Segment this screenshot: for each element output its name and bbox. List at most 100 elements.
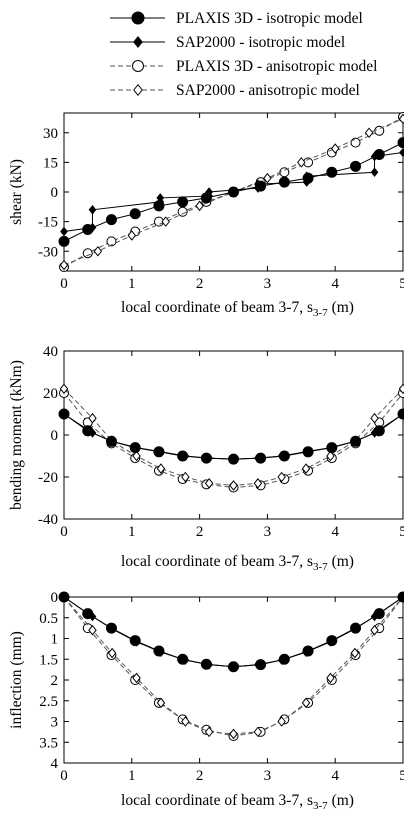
data-point [254, 659, 262, 670]
x-tick-label: 4 [331, 276, 339, 292]
x-tick-label: 0 [60, 524, 68, 540]
data-point [59, 383, 69, 395]
x-tick-label: 4 [331, 524, 339, 540]
data-point [106, 236, 117, 247]
data-point [127, 230, 137, 241]
x-tick-label: 2 [196, 276, 204, 292]
bending-moment-panel: 0 1 2 3 4 5 40 20 0 -20 -40 bending moment (kNm) loc… [8, 344, 404, 573]
data-point [88, 428, 97, 438]
data-point [301, 463, 311, 474]
data-point [229, 454, 238, 464]
legend-label: SAP2000 - anisotropic model [176, 82, 360, 99]
data-point [350, 160, 362, 172]
data-point [254, 453, 262, 463]
data-point [204, 726, 214, 738]
data-point [156, 463, 166, 474]
data-point [228, 186, 239, 198]
data-point [399, 147, 404, 158]
data-point [326, 672, 335, 684]
data-point [398, 113, 404, 125]
data-point [132, 442, 141, 453]
x-tick-label: 2 [196, 768, 204, 784]
legend-label: SAP2000 - isotropic model [176, 34, 345, 51]
data-point [370, 167, 379, 178]
x-tick-label: 5 [399, 524, 404, 540]
data-point [399, 592, 404, 602]
data-point [364, 127, 374, 139]
data-point [302, 177, 311, 187]
y-axis-label: shear (kN) [8, 159, 25, 225]
data-point [205, 187, 213, 197]
data-point [326, 637, 335, 647]
data-point [181, 451, 190, 461]
data-point [58, 235, 70, 247]
data-point [132, 637, 141, 647]
data-point [229, 661, 238, 672]
y-axis-label: bending moment (kNm) [8, 360, 25, 510]
x-tick-label: 0 [60, 276, 68, 292]
y-tick-label: 0 [51, 428, 59, 444]
data-point [181, 471, 190, 483]
data-point [132, 672, 141, 684]
data-point [161, 216, 170, 227]
data-point [156, 697, 166, 709]
y-tick-label: 15 [43, 155, 58, 171]
y-tick-label: -20 [38, 470, 58, 486]
data-point [399, 409, 404, 419]
data-point [60, 409, 68, 419]
data-point [88, 624, 97, 636]
data-point [82, 248, 93, 259]
data-point [351, 624, 359, 634]
legend-marker-icon [133, 35, 143, 49]
data-point [326, 450, 335, 462]
x-tick-label: 5 [399, 768, 404, 784]
data-point [398, 383, 404, 395]
data-point [181, 655, 190, 665]
data-point [370, 151, 379, 162]
y-axis-label: inflection (mm) [8, 631, 25, 729]
y-tick-label: 0 [51, 185, 59, 201]
data-point [302, 171, 311, 182]
data-point [229, 728, 238, 740]
data-point [204, 477, 214, 489]
data-point [278, 176, 290, 188]
x-tick-label: 1 [128, 524, 136, 540]
series-1 [58, 137, 404, 247]
y-tick-label: 1 [51, 632, 59, 648]
data-point [297, 157, 306, 168]
data-point [397, 137, 404, 149]
data-point [181, 716, 190, 727]
data-point [302, 647, 310, 657]
series-2 [60, 147, 404, 237]
data-point [301, 697, 311, 709]
y-tick-label: 2.5 [39, 694, 58, 710]
y-tick-label: 0 [51, 590, 59, 606]
data-point [60, 592, 68, 602]
y-tick-label: 3 [51, 715, 59, 731]
legend-label: PLAXIS 3D - isotropic model [176, 10, 363, 27]
data-point [93, 245, 103, 257]
x-tick-label: 3 [264, 768, 272, 784]
series-2 [60, 409, 404, 464]
x-tick-label: 1 [128, 768, 136, 784]
data-point [263, 172, 272, 184]
data-point [254, 179, 262, 189]
data-point [205, 659, 213, 670]
x-tick-label: 1 [128, 276, 136, 292]
data-point [370, 624, 379, 636]
data-point [253, 477, 263, 489]
data-point [108, 624, 116, 634]
data-point [326, 166, 338, 178]
data-point [157, 647, 165, 657]
x-tick-label: 4 [331, 768, 339, 784]
data-point [177, 196, 189, 208]
data-point [253, 726, 263, 738]
data-point [302, 446, 310, 457]
y-tick-label: 30 [43, 126, 58, 142]
series-2 [60, 592, 404, 672]
x-tick-label: 3 [264, 276, 272, 292]
y-tick-label: -40 [38, 512, 58, 528]
legend-marker-icon [131, 11, 145, 25]
series-line [63, 152, 404, 232]
